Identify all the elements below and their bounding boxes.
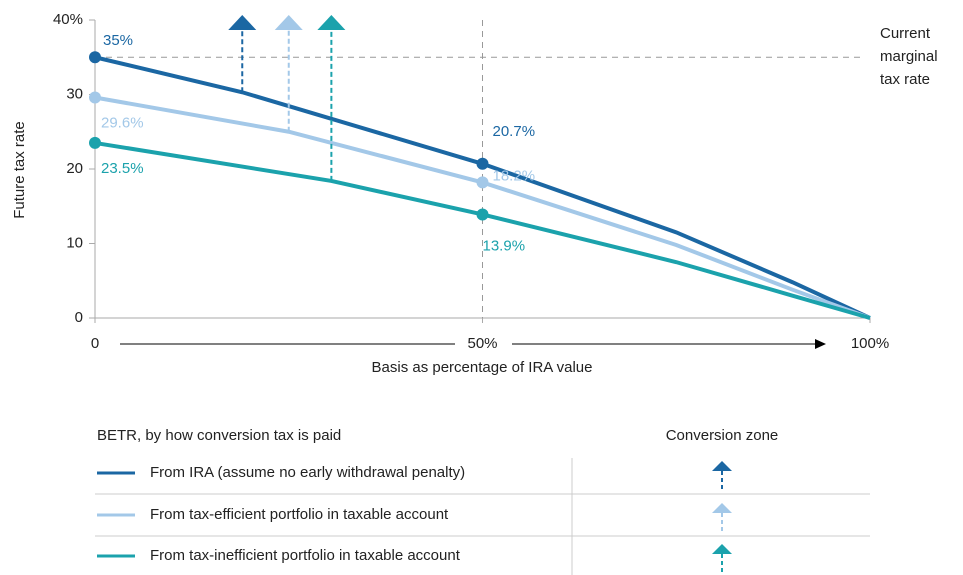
arrowhead <box>274 15 303 30</box>
arrowhead <box>228 15 257 30</box>
legend-arrowhead <box>712 503 732 513</box>
legend-label: From IRA (assume no early withdrawal pen… <box>150 464 465 481</box>
data-label: 29.6% <box>101 114 144 131</box>
legend-title: BETR, by how conversion tax is paid <box>97 427 341 444</box>
axis-arrowhead <box>815 339 826 349</box>
legend-arrowhead <box>712 544 732 554</box>
legend-label: From tax-inefficient portfolio in taxabl… <box>150 547 461 564</box>
x-tick-label: 50% <box>467 335 497 352</box>
zone-title: Conversion zone <box>666 427 779 444</box>
arrowhead <box>317 15 346 30</box>
point <box>89 51 101 64</box>
line <box>94 140 871 320</box>
point <box>476 208 489 221</box>
reference-label: marginal <box>880 48 938 65</box>
y-tick-label: 0 <box>75 309 83 326</box>
x-tick-label: 0 <box>91 335 99 352</box>
y-tick-label: 30 <box>66 85 83 102</box>
point <box>89 91 101 104</box>
point <box>476 176 489 189</box>
data-label: 13.9% <box>483 237 526 254</box>
data-label: 23.5% <box>101 160 144 177</box>
y-tick-label: 20 <box>66 160 83 177</box>
data-label: 35% <box>103 32 133 49</box>
y-tick-label: 10 <box>66 234 83 251</box>
data-label: 20.7% <box>493 123 536 140</box>
y-axis-label: Future tax rate <box>11 121 28 219</box>
legend-label: From tax-efficient portfolio in taxable … <box>150 506 449 523</box>
line <box>94 55 871 320</box>
reference-label: Current <box>880 25 931 42</box>
reference-label: tax rate <box>880 71 930 88</box>
y-tick-label: 40% <box>53 11 83 28</box>
x-tick-label: 100% <box>851 335 889 352</box>
legend-arrowhead <box>712 461 732 471</box>
point <box>89 136 101 149</box>
data-label: 18.2% <box>493 167 536 184</box>
point <box>476 157 489 170</box>
x-axis-label: Basis as percentage of IRA value <box>372 359 593 376</box>
line <box>94 95 871 320</box>
